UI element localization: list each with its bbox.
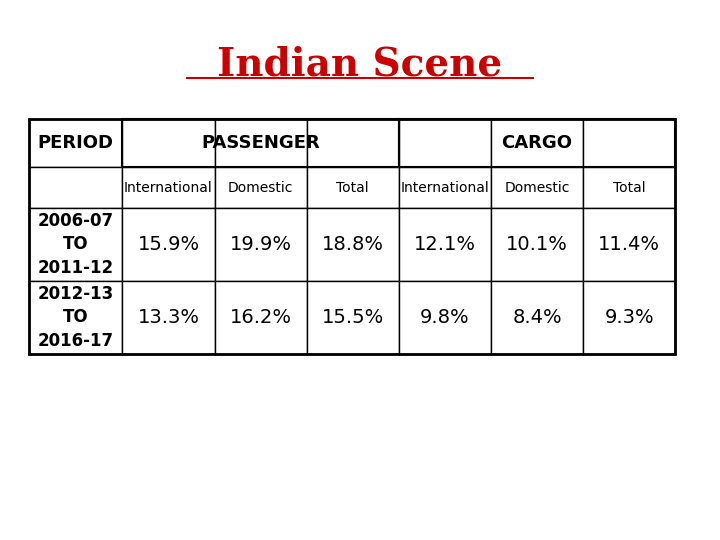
Text: International: International <box>124 181 213 194</box>
Text: PERIOD: PERIOD <box>37 134 114 152</box>
Text: 18.8%: 18.8% <box>322 235 384 254</box>
Text: Total: Total <box>336 181 369 194</box>
Text: 15.9%: 15.9% <box>138 235 199 254</box>
Text: 19.9%: 19.9% <box>230 235 292 254</box>
Text: 8.4%: 8.4% <box>513 308 562 327</box>
Text: Indian Scene: Indian Scene <box>217 46 503 84</box>
Text: Domestic: Domestic <box>228 181 293 194</box>
Text: 9.3%: 9.3% <box>605 308 654 327</box>
Text: 11.4%: 11.4% <box>598 235 660 254</box>
Text: 9.8%: 9.8% <box>420 308 469 327</box>
Text: 16.2%: 16.2% <box>230 308 292 327</box>
Text: International: International <box>400 181 490 194</box>
Text: PASSENGER: PASSENGER <box>202 134 320 152</box>
Text: 2012-13
TO
2016-17: 2012-13 TO 2016-17 <box>37 285 114 350</box>
Text: Total: Total <box>613 181 646 194</box>
Text: 12.1%: 12.1% <box>414 235 476 254</box>
Text: 15.5%: 15.5% <box>322 308 384 327</box>
Text: CARGO: CARGO <box>502 134 572 152</box>
Text: 13.3%: 13.3% <box>138 308 199 327</box>
Text: 10.1%: 10.1% <box>506 235 568 254</box>
Text: Domestic: Domestic <box>505 181 570 194</box>
Text: 2006-07
TO
2011-12: 2006-07 TO 2011-12 <box>37 212 114 277</box>
